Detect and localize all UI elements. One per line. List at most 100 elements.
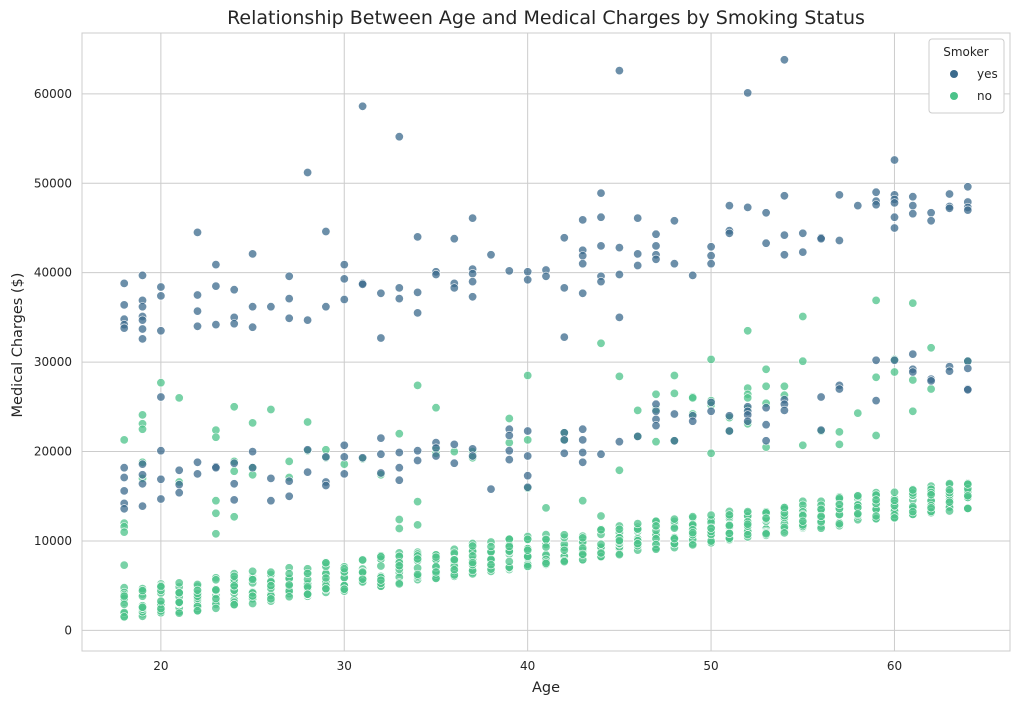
point-no bbox=[358, 555, 368, 565]
point-no bbox=[541, 503, 551, 513]
point-yes bbox=[119, 323, 129, 333]
point-no bbox=[284, 569, 294, 579]
point-yes bbox=[266, 473, 276, 483]
point-yes bbox=[578, 447, 588, 457]
point-yes bbox=[559, 283, 569, 293]
point-no bbox=[908, 375, 918, 385]
point-yes bbox=[413, 308, 423, 318]
point-yes bbox=[248, 322, 258, 332]
point-yes bbox=[193, 306, 203, 316]
point-yes bbox=[651, 406, 661, 416]
point-yes bbox=[523, 267, 533, 277]
point-no bbox=[963, 491, 973, 501]
point-no bbox=[266, 594, 276, 604]
x-tick-label: 30 bbox=[337, 659, 352, 673]
point-no bbox=[156, 378, 166, 388]
point-no bbox=[248, 418, 258, 428]
point-yes bbox=[119, 472, 129, 482]
point-yes bbox=[339, 469, 349, 479]
point-no bbox=[119, 435, 129, 445]
point-yes bbox=[138, 459, 148, 469]
point-yes bbox=[138, 270, 148, 280]
point-yes bbox=[706, 251, 716, 261]
point-yes bbox=[156, 474, 166, 484]
point-no bbox=[284, 580, 294, 590]
point-no bbox=[779, 528, 789, 538]
point-no bbox=[156, 596, 166, 606]
point-no bbox=[156, 582, 166, 592]
point-yes bbox=[779, 250, 789, 260]
chart-title: Relationship Between Age and Medical Cha… bbox=[227, 7, 865, 29]
point-no bbox=[174, 608, 184, 618]
point-no bbox=[614, 535, 624, 545]
point-yes bbox=[724, 228, 734, 238]
point-yes bbox=[248, 249, 258, 259]
point-no bbox=[743, 519, 753, 529]
point-no bbox=[559, 545, 569, 555]
point-no bbox=[394, 561, 404, 571]
point-no bbox=[413, 380, 423, 390]
point-no bbox=[724, 510, 734, 520]
point-yes bbox=[449, 439, 459, 449]
point-yes bbox=[321, 227, 331, 237]
point-no bbox=[303, 568, 313, 578]
point-no bbox=[578, 496, 588, 506]
point-yes bbox=[761, 208, 771, 218]
point-yes bbox=[229, 285, 239, 295]
point-yes bbox=[394, 463, 404, 473]
point-no bbox=[798, 440, 808, 450]
point-no bbox=[688, 512, 698, 522]
point-no bbox=[596, 511, 606, 521]
point-no bbox=[211, 575, 221, 585]
point-yes bbox=[633, 249, 643, 259]
point-yes bbox=[431, 443, 441, 453]
point-yes bbox=[578, 251, 588, 261]
point-yes bbox=[779, 55, 789, 65]
point-yes bbox=[321, 452, 331, 462]
legend-title: Smoker bbox=[943, 45, 989, 59]
legend: Smoker yes no bbox=[928, 38, 1005, 114]
point-yes bbox=[944, 203, 954, 213]
point-yes bbox=[321, 480, 331, 490]
y-tick-label: 40000 bbox=[34, 266, 72, 280]
point-no bbox=[908, 507, 918, 517]
point-no bbox=[779, 381, 789, 391]
point-no bbox=[468, 541, 478, 551]
point-yes bbox=[156, 446, 166, 456]
point-yes bbox=[504, 446, 514, 456]
point-yes bbox=[706, 242, 716, 252]
point-yes bbox=[138, 324, 148, 334]
point-yes bbox=[248, 463, 258, 473]
point-yes bbox=[193, 469, 203, 479]
point-yes bbox=[156, 291, 166, 301]
legend-marker-yes bbox=[950, 70, 958, 78]
point-no bbox=[688, 540, 698, 550]
point-no bbox=[743, 530, 753, 540]
point-no bbox=[816, 511, 826, 521]
point-no bbox=[523, 534, 533, 544]
point-no bbox=[119, 612, 129, 622]
point-yes bbox=[761, 420, 771, 430]
point-no bbox=[706, 510, 716, 520]
point-yes bbox=[761, 436, 771, 446]
point-no bbox=[614, 524, 624, 534]
point-no bbox=[761, 513, 771, 523]
y-axis-label: Medical Charges ($) bbox=[10, 273, 26, 418]
point-no bbox=[174, 578, 184, 588]
point-yes bbox=[339, 452, 349, 462]
point-no bbox=[908, 485, 918, 495]
point-yes bbox=[486, 250, 496, 260]
y-tick-label: 50000 bbox=[34, 176, 72, 190]
point-no bbox=[743, 393, 753, 403]
point-yes bbox=[339, 274, 349, 284]
point-yes bbox=[853, 201, 863, 211]
point-yes bbox=[651, 241, 661, 251]
point-yes bbox=[908, 192, 918, 202]
point-yes bbox=[908, 349, 918, 359]
point-no bbox=[669, 523, 679, 533]
point-yes bbox=[468, 269, 478, 279]
point-yes bbox=[963, 363, 973, 373]
point-no bbox=[926, 490, 936, 500]
point-yes bbox=[394, 447, 404, 457]
